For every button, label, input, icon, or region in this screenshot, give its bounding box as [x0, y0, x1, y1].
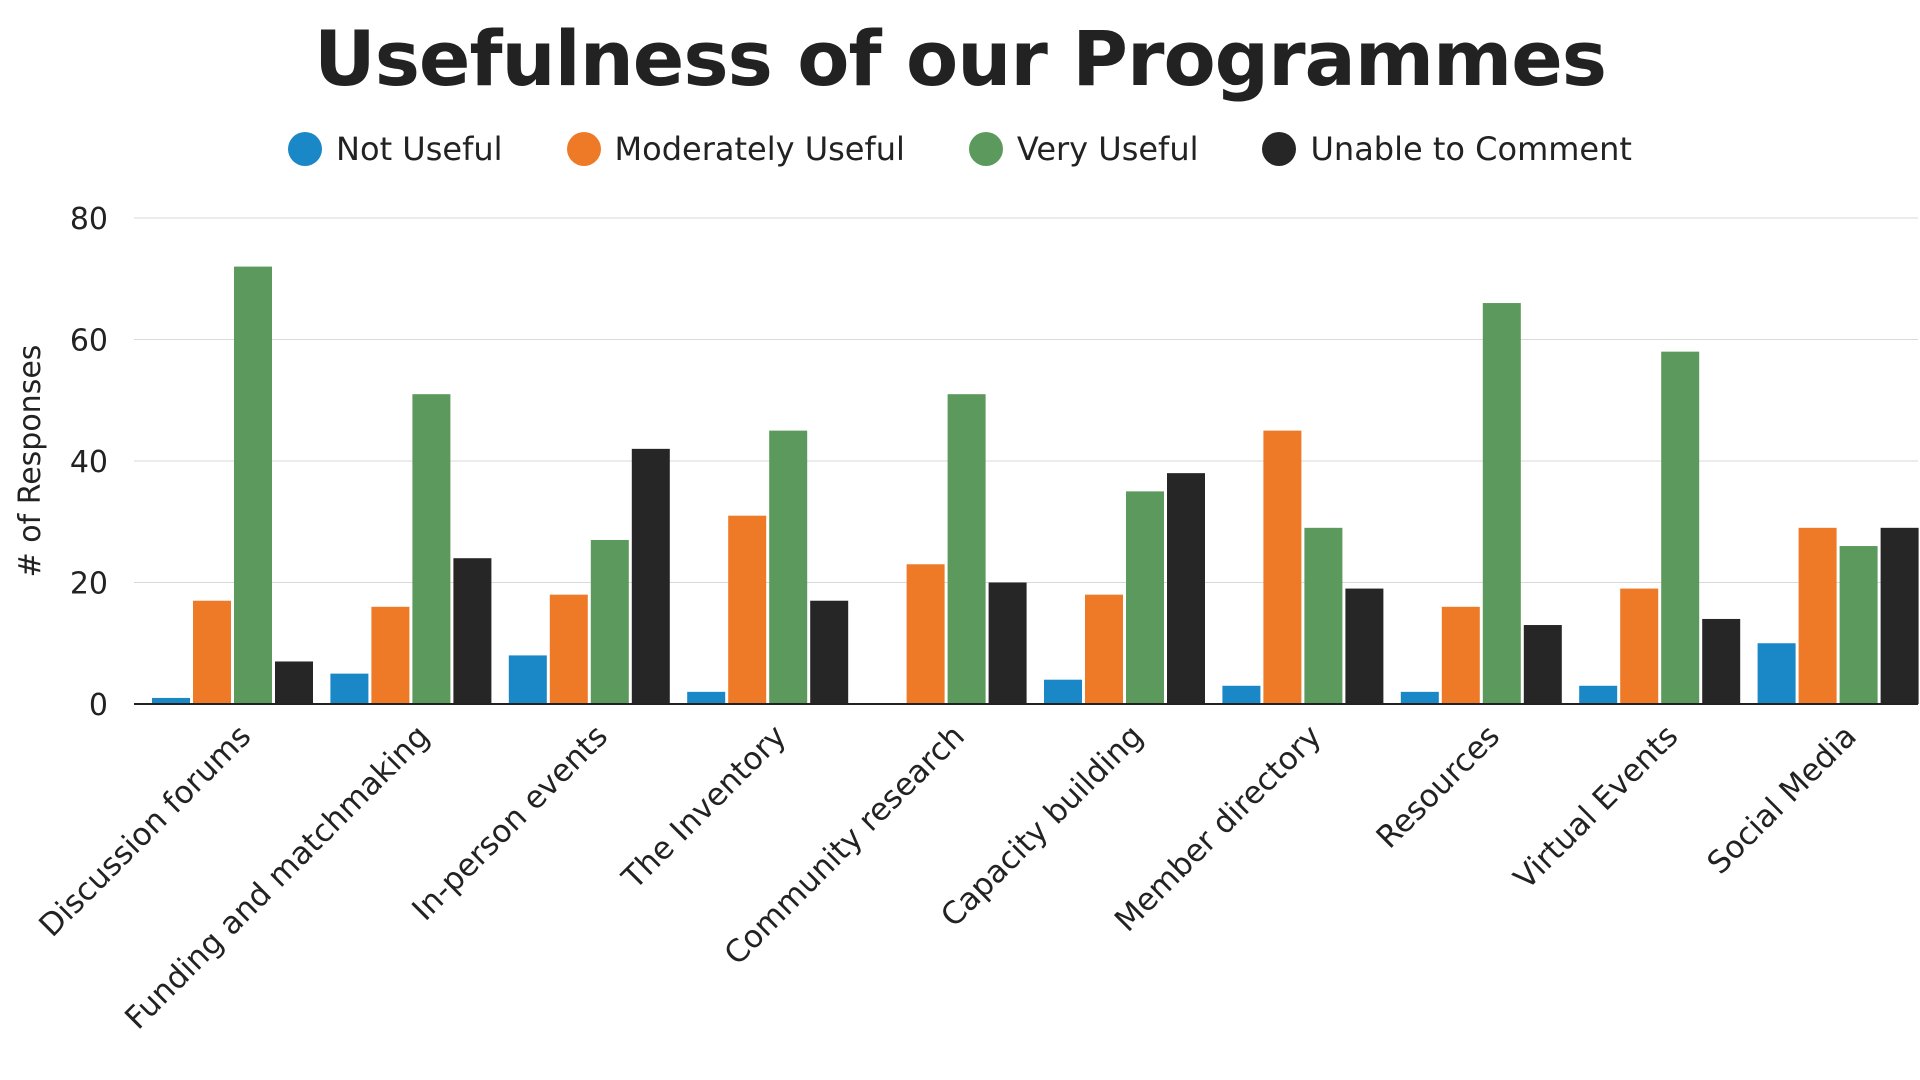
- bar-moderately-useful-5: [1085, 594, 1123, 704]
- bar-not-useful-9: [1757, 643, 1796, 704]
- x-category-label: Capacity building: [934, 718, 1150, 934]
- legend-label: Not Useful: [336, 130, 503, 168]
- bar-moderately-useful-6: [1263, 430, 1302, 704]
- bar-unable-to-comment-3: [810, 600, 849, 704]
- bar-very-useful-7: [1482, 303, 1521, 704]
- bar-unable-to-comment-6: [1345, 588, 1384, 704]
- bar-very-useful-2: [590, 539, 629, 704]
- bar-very-useful-8: [1661, 351, 1700, 704]
- bar-unable-to-comment-8: [1702, 618, 1741, 704]
- bar-not-useful-3: [687, 691, 726, 704]
- bar-very-useful-6: [1304, 527, 1343, 704]
- legend-swatch: [1262, 132, 1297, 166]
- x-category-label: Funding and matchmaking: [118, 718, 436, 1036]
- legend: Not Useful Moderately Useful Very Useful Un…: [0, 130, 1920, 168]
- legend-label: Very Useful: [1016, 130, 1199, 168]
- x-category-label: The Inventory: [615, 718, 794, 897]
- bar-moderately-useful-2: [549, 594, 588, 704]
- bar-not-useful-0: [152, 697, 190, 704]
- bar-unable-to-comment-4: [988, 582, 1027, 704]
- bar-unable-to-comment-0: [275, 661, 313, 704]
- bar-unable-to-comment-9: [1880, 527, 1919, 704]
- bar-not-useful-6: [1222, 685, 1261, 704]
- bar-very-useful-0: [234, 266, 272, 704]
- bars: [152, 266, 1919, 704]
- y-axis-ticks: 0 20 40 60 80: [70, 202, 108, 723]
- legend-label: Unable to Comment: [1310, 130, 1632, 168]
- legend-label: Moderately Useful: [614, 130, 905, 168]
- bar-unable-to-comment-1: [453, 558, 492, 704]
- legend-item-2: Very Useful: [968, 130, 1199, 168]
- y-tick-label: 60: [70, 324, 108, 359]
- x-category-label: In-person events: [405, 718, 615, 928]
- y-tick-label: 0: [89, 688, 108, 723]
- x-category-label: Virtual Events: [1507, 718, 1685, 896]
- legend-swatch: [566, 132, 601, 166]
- bar-very-useful-1: [412, 394, 451, 704]
- bar-not-useful-8: [1579, 685, 1618, 704]
- chart-title: Usefulness of our Programmes: [313, 14, 1607, 103]
- bar-moderately-useful-8: [1620, 588, 1659, 704]
- legend-item-3: Unable to Comment: [1262, 130, 1632, 168]
- bar-very-useful-5: [1126, 491, 1164, 704]
- bar-moderately-useful-7: [1441, 606, 1480, 704]
- legend-swatch: [288, 132, 323, 166]
- bar-very-useful-4: [947, 394, 986, 704]
- y-tick-label: 80: [70, 202, 108, 237]
- x-category-label: Social Media: [1701, 718, 1864, 881]
- bar-moderately-useful-9: [1798, 527, 1837, 704]
- bar-very-useful-3: [769, 430, 808, 704]
- bar-not-useful-7: [1400, 691, 1439, 704]
- y-tick-label: 20: [70, 567, 108, 602]
- legend-item-1: Moderately Useful: [566, 130, 905, 168]
- bar-unable-to-comment-5: [1167, 473, 1205, 704]
- bar-unable-to-comment-2: [631, 448, 670, 704]
- bar-not-useful-5: [1044, 679, 1082, 704]
- legend-swatch: [968, 132, 1003, 166]
- gridlines: [134, 217, 1918, 583]
- bar-moderately-useful-3: [728, 515, 767, 704]
- bar-not-useful-2: [508, 655, 547, 704]
- x-category-label: Resources: [1370, 718, 1507, 855]
- bar-unable-to-comment-7: [1523, 625, 1562, 704]
- legend-item-0: Not Useful: [288, 130, 503, 168]
- bar-moderately-useful-0: [193, 600, 231, 704]
- bar-very-useful-9: [1839, 546, 1878, 704]
- bar-not-useful-1: [330, 673, 369, 704]
- bar-moderately-useful-4: [906, 564, 945, 704]
- y-tick-label: 40: [70, 445, 108, 480]
- y-axis-title: # of Responses: [13, 345, 48, 578]
- bar-moderately-useful-1: [371, 606, 410, 704]
